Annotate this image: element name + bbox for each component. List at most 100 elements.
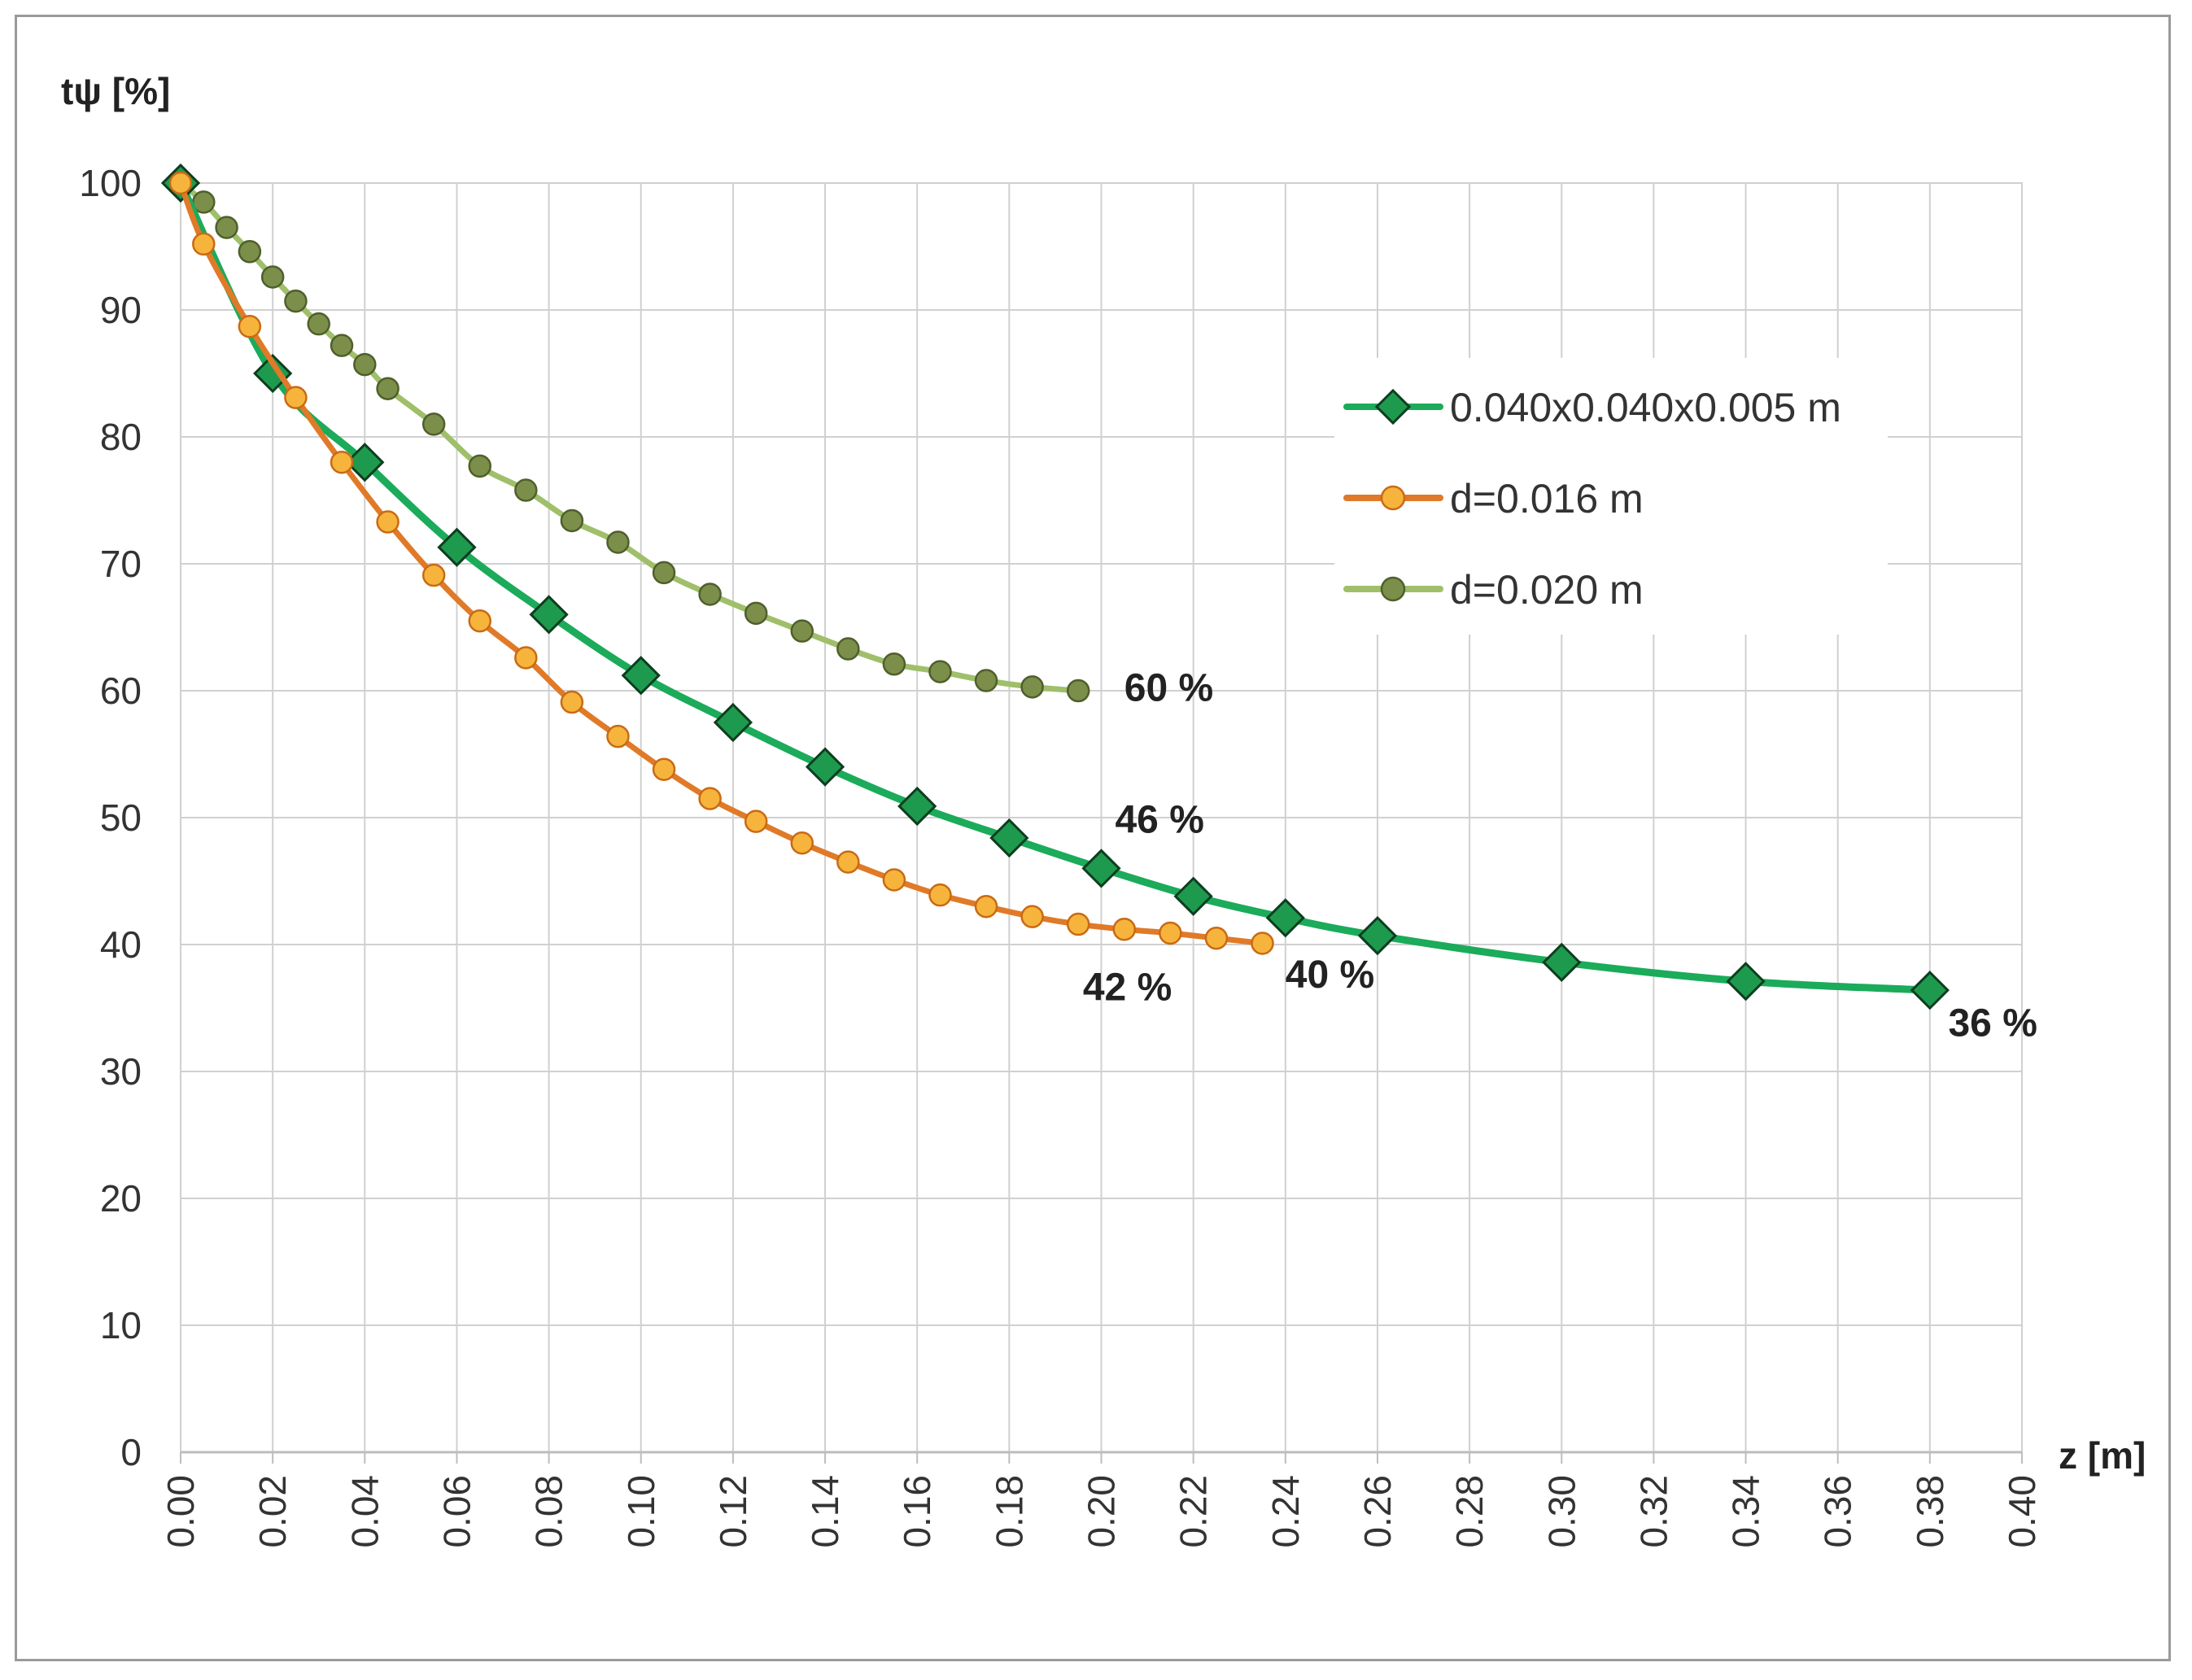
- legend: 0.040x0.040x0.005 m d=0.016 m d=0.020 m: [1334, 358, 1888, 635]
- x-tick-label: 0.34: [1725, 1475, 1767, 1548]
- circle-marker: [1204, 926, 1229, 950]
- circle-marker: [836, 637, 860, 661]
- circle-marker: [652, 561, 676, 585]
- x-tick-label: 0.00: [159, 1475, 202, 1548]
- circle-marker: [974, 669, 998, 692]
- diamond-marker: [1357, 915, 1398, 956]
- diamond-marker: [345, 443, 385, 482]
- annotation-label: 46 %: [1115, 799, 1203, 842]
- circle-marker: [468, 454, 491, 478]
- legend-label: d=0.016 m: [1450, 476, 1644, 521]
- legend-label: d=0.020 m: [1450, 567, 1644, 613]
- circle-marker: [1251, 932, 1274, 955]
- y-tick-label: 80: [100, 416, 142, 458]
- diamond-marker: [805, 747, 845, 787]
- circle-marker: [238, 315, 262, 338]
- diamond-marker: [897, 786, 937, 827]
- legend-entry: d=0.020 m: [1343, 567, 1644, 613]
- circle-marker: [192, 232, 216, 256]
- diamond-marker: [1173, 876, 1213, 916]
- x-tick-label: 0.16: [896, 1475, 938, 1548]
- x-tick-label: 0.12: [712, 1475, 754, 1548]
- circle-marker: [330, 334, 354, 357]
- legend-label: 0.040x0.040x0.005 m: [1450, 385, 1841, 430]
- circle-marker: [974, 894, 998, 919]
- legend-circle-marker: [1380, 576, 1406, 602]
- x-tick-label: 0.08: [528, 1475, 570, 1548]
- circle-marker: [560, 690, 584, 714]
- axes: 0.00 0.02 0.04 0.06 0.08 0.10 0.12 0.14 0.16 0.18…: [61, 70, 2146, 1548]
- diamond-marker: [437, 527, 477, 567]
- y-tick-label: 40: [100, 923, 142, 966]
- circle-marker: [606, 724, 630, 748]
- x-tick-label: 0.24: [1264, 1475, 1307, 1548]
- x-tick-label: 0.36: [1817, 1475, 1859, 1548]
- circle-marker: [928, 883, 952, 907]
- circle-marker: [836, 850, 860, 874]
- annotation-label: 40 %: [1286, 953, 1374, 997]
- y-axis-title: tψ [%]: [61, 70, 170, 112]
- x-tick-label: 0.04: [343, 1475, 386, 1548]
- diamond-marker: [1726, 962, 1766, 1001]
- x-tick-label: 0.28: [1448, 1475, 1491, 1548]
- x-tick-label: 0.30: [1540, 1475, 1583, 1548]
- circle-marker: [1112, 918, 1137, 941]
- circle-marker: [1066, 912, 1090, 936]
- x-tick-label: 0.10: [620, 1475, 662, 1548]
- annotation-label: 36 %: [1948, 1001, 2037, 1045]
- circle-marker: [330, 450, 354, 474]
- circle-marker: [698, 787, 722, 810]
- circle-marker: [514, 478, 538, 502]
- circle-marker: [238, 239, 262, 264]
- y-tick-label: 10: [100, 1304, 142, 1346]
- diamond-marker: [713, 702, 753, 743]
- x-tick-label: 0.22: [1172, 1475, 1215, 1548]
- circle-marker: [652, 757, 676, 781]
- annotation-label: 60 %: [1124, 666, 1213, 709]
- legend-entry: 0.040x0.040x0.005 m: [1343, 385, 1841, 430]
- diamond-marker: [253, 353, 293, 394]
- circle-marker: [1020, 905, 1044, 928]
- circle-marker: [376, 377, 400, 400]
- y-tick-label: 0: [120, 1431, 142, 1473]
- y-tick-label: 70: [100, 543, 142, 585]
- legend-circle-marker: [1380, 485, 1406, 511]
- diamond-marker: [621, 656, 661, 696]
- series-1: [160, 163, 1950, 1010]
- x-tick-label: 0.14: [804, 1475, 846, 1548]
- x-tick-label: 0.38: [1909, 1475, 1951, 1548]
- circle-marker: [421, 563, 446, 587]
- diamond-marker: [1910, 971, 1950, 1010]
- diamond-marker: [1081, 849, 1121, 888]
- circle-marker: [1066, 679, 1090, 703]
- circle-marker: [514, 646, 538, 670]
- series-2: [168, 171, 1274, 955]
- circle-marker: [421, 412, 446, 436]
- y-tick-label: 100: [79, 162, 142, 204]
- series-layer: [160, 163, 1950, 1010]
- circle-marker: [790, 619, 814, 643]
- x-axis-title: z [m]: [2059, 1434, 2146, 1477]
- circle-marker: [215, 216, 238, 239]
- circle-marker: [353, 352, 377, 377]
- x-tick-label: 0.02: [251, 1475, 294, 1548]
- series-3: [168, 171, 1090, 703]
- circle-marker: [307, 312, 330, 336]
- circle-marker: [260, 265, 285, 289]
- circle-marker: [1020, 675, 1044, 699]
- circle-marker: [882, 652, 906, 676]
- y-tick-label: 50: [100, 796, 142, 839]
- x-tick-label: 0.40: [2001, 1475, 2043, 1548]
- legend-entry: d=0.016 m: [1343, 476, 1644, 521]
- x-tick-label: 0.20: [1081, 1475, 1123, 1548]
- x-tick-label: 0.06: [435, 1475, 478, 1548]
- circle-marker: [744, 809, 768, 833]
- y-tick-label: 60: [100, 670, 142, 712]
- circle-marker: [284, 289, 308, 313]
- chart-frame: [15, 15, 2171, 1661]
- circle-marker: [560, 508, 584, 533]
- x-tick-label: 0.18: [988, 1475, 1030, 1548]
- circle-marker: [168, 171, 193, 195]
- diamond-marker: [989, 818, 1029, 858]
